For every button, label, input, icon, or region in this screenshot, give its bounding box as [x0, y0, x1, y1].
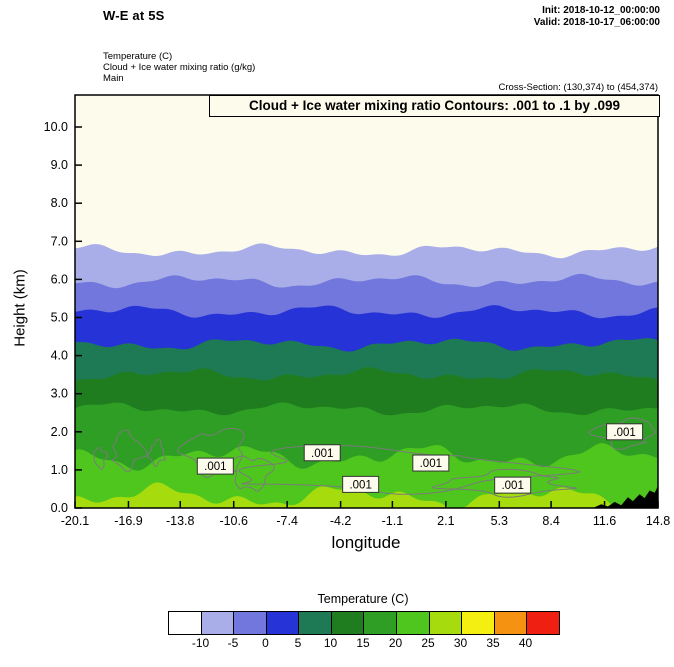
colorbar-cell: [397, 612, 430, 634]
x-axis-tick-label: 8.4: [542, 514, 559, 528]
page-title: W-E at 5S: [103, 8, 165, 23]
contour-label: .001: [501, 480, 523, 492]
contour-label: .001: [420, 458, 442, 470]
colorbar-cell: [266, 612, 300, 634]
x-axis-tick-label: -20.1: [61, 514, 90, 528]
colorbar-tick-label: 10: [323, 636, 338, 650]
field-main: Main: [103, 73, 124, 84]
field-list: Temperature (C) Cloud + Ice water mixing…: [103, 51, 255, 84]
x-axis-tick-label: -10.6: [219, 514, 248, 528]
x-axis-tick-label: 14.8: [646, 514, 670, 528]
contour-label-box: [494, 476, 532, 494]
xaxis-label: longitude: [331, 533, 401, 552]
colorbar-cell: [169, 612, 202, 634]
contour-label: .001: [204, 461, 226, 473]
colorbar-tick-label: 20: [388, 636, 403, 650]
cloud-contour: [431, 468, 577, 498]
colorbar: [168, 611, 560, 635]
colorbar-cell: [234, 612, 267, 634]
colorbar-tick-label: 40: [518, 636, 533, 650]
colorbar-cell: [494, 612, 528, 634]
x-axis-tick-label: -13.8: [166, 514, 195, 528]
contour-label: .001: [349, 479, 371, 491]
y-axis-tick-label: 3.0: [51, 387, 68, 401]
temperature-band: [75, 482, 658, 508]
colorbar-tick-label: 5: [294, 636, 302, 650]
init-time: Init: 2018-10-12_00:00:00: [542, 5, 660, 16]
contour-label-box: [342, 475, 380, 493]
contour-label: .001: [613, 427, 635, 439]
field-temperature: Temperature (C): [103, 51, 173, 62]
x-axis-tick-label: 2.1: [437, 514, 454, 528]
y-axis-tick-label: 0.0: [51, 501, 68, 515]
y-axis-tick-label: 7.0: [51, 234, 68, 248]
colorbar-cell: [429, 612, 463, 634]
contour-label-box: [303, 444, 341, 462]
y-axis-tick-label: 10.0: [44, 120, 68, 134]
contour-label-box: [412, 454, 450, 472]
contour-label: .001: [311, 448, 333, 460]
cloud-contour: [93, 446, 109, 470]
colorbar-cell: [331, 612, 365, 634]
cross-section-label: Cross-Section: (130,374) to (454,374): [498, 82, 658, 93]
colorbar-cell: [462, 612, 495, 634]
cloud-contour: [177, 427, 245, 478]
y-axis-tick-label: 6.0: [51, 272, 68, 286]
y-axis-tick-label: 9.0: [51, 158, 68, 172]
colorbar-tick-label: 0: [262, 636, 269, 650]
contour-label-box: [196, 457, 234, 475]
colorbar-labels: -10 -5 0 5 10 15 20 25 30 35 40: [168, 636, 558, 652]
y-axis-tick-label: 5.0: [51, 311, 68, 325]
valid-time: Valid: 2018-10-17_06:00:00: [533, 17, 660, 28]
colorbar-tick-label: -10: [191, 636, 210, 650]
x-axis-tick-label: -7.4: [276, 514, 298, 528]
x-axis-tick-label: 5.3: [491, 514, 508, 528]
y-axis-tick-label: 8.0: [51, 196, 68, 210]
contour-note: Cloud + Ice water mixing ratio Contours:…: [209, 95, 660, 117]
y-axis-tick-label: 1.0: [51, 463, 68, 477]
contour-label-box: [606, 423, 644, 441]
x-axis-tick-label: 11.6: [593, 514, 616, 528]
colorbar-cell: [299, 612, 332, 634]
colorbar-title: Temperature (C): [317, 592, 409, 606]
field-cloud-ice: Cloud + Ice water mixing ratio (g/kg): [103, 62, 256, 73]
colorbar-tick-label: -5: [227, 636, 239, 650]
colorbar-tick-label: 15: [356, 636, 370, 650]
colorbar-tick-label: 25: [421, 636, 435, 650]
run-times: Init: 2018-10-12_00:00:00 Valid: 2018-10…: [534, 5, 660, 29]
colorbar-tick-label: 30: [453, 636, 468, 650]
x-axis-tick-label: -16.9: [114, 514, 143, 528]
x-axis-tick-label: -4.2: [330, 514, 352, 528]
colorbar-tick-label: 35: [486, 636, 500, 650]
colorbar-cell: [527, 612, 559, 634]
terrain: [592, 485, 658, 508]
cloud-contour: [588, 417, 657, 450]
x-axis-tick-label: -1.1: [382, 514, 404, 528]
colorbar-cell: [364, 612, 398, 634]
cloud-contour: [111, 429, 148, 473]
cloud-contour: [228, 455, 275, 492]
cloud-contour: [146, 438, 166, 467]
colorbar-cell: [201, 612, 235, 634]
y-axis-tick-label: 4.0: [51, 349, 68, 363]
y-axis-tick-label: 2.0: [51, 425, 68, 439]
